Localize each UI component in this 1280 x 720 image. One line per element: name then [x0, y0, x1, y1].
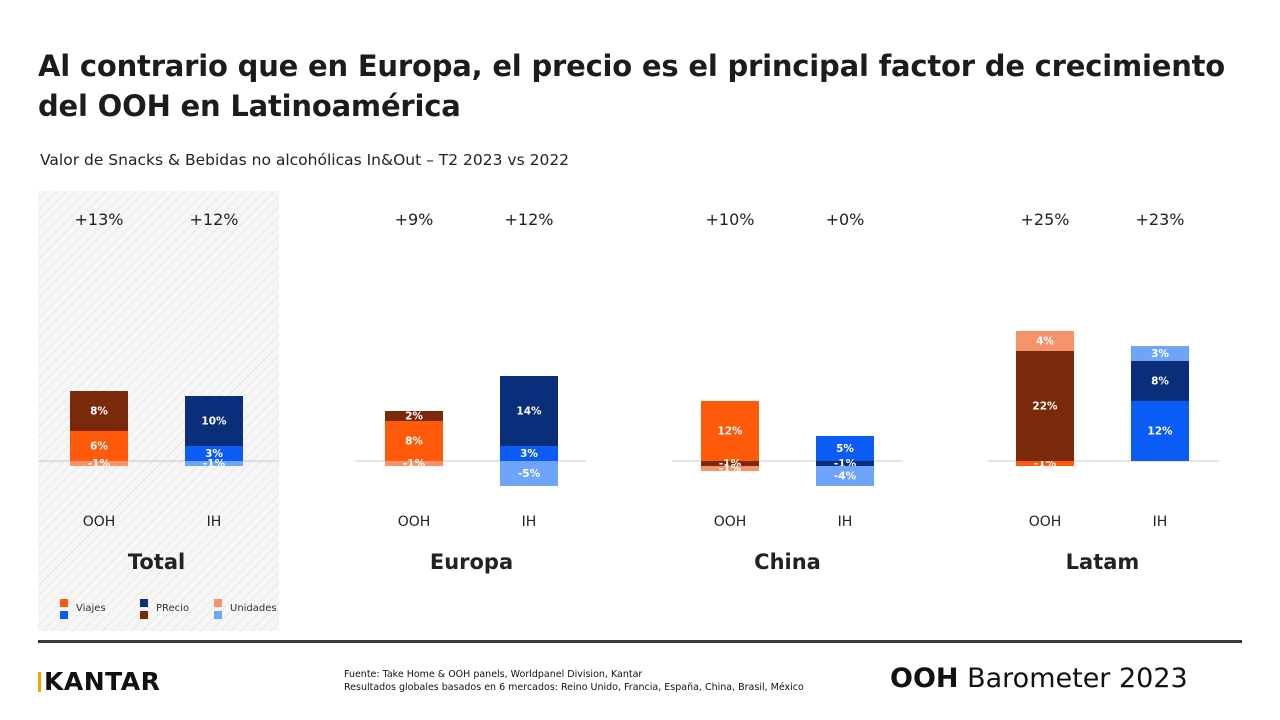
- stacked-bar-chart: 6% 8% -1% OOH 3% 10% -1% IH +13% +12% Total 8% 2% -1%…: [38, 191, 1219, 631]
- bar-segment-europa-ooh-unidades: [385, 461, 443, 466]
- bar-segment-europa-ih-viajes: [500, 446, 558, 461]
- legend-label-precio: PRecio: [156, 603, 189, 614]
- group-name-total: Total: [128, 550, 185, 574]
- bar-segment-china-ih-viajes: [816, 436, 874, 461]
- category-label-china-ih: IH: [838, 514, 853, 530]
- segment-label-europa-ooh-precio: 2%: [405, 411, 423, 423]
- segment-label-europa-ooh-viajes: 8%: [405, 436, 423, 448]
- bar-segment-china-ooh-precio: [701, 461, 759, 466]
- segment-label-china-ih-unidades: -4%: [834, 471, 857, 483]
- kantar-logo: KANTAR: [38, 667, 160, 696]
- segment-label-europa-ih-precio: 14%: [516, 406, 542, 418]
- bar-segment-total-ooh-precio: [70, 391, 128, 431]
- bar-segment-total-ih-precio: [185, 396, 243, 446]
- legend-swatch-unidades-1: [214, 599, 222, 607]
- source-note: Fuente: Take Home & OOH panels, Worldpan…: [344, 668, 804, 694]
- bar-segment-europa-ooh-precio: [385, 411, 443, 421]
- bar-segment-china-ih-precio: [816, 461, 874, 466]
- segment-label-europa-ih-unidades: -5%: [518, 468, 541, 480]
- total-label-china-ih: +0%: [826, 210, 865, 229]
- legend-label-unidades: Unidades: [230, 603, 277, 614]
- category-label-total-ooh: OOH: [83, 514, 116, 530]
- legend-swatch-viajes-2: [60, 611, 68, 619]
- segment-label-latam-ih-viajes: 12%: [1147, 426, 1173, 438]
- legend-swatch-precio-1: [140, 599, 148, 607]
- legend-swatch-unidades-2: [214, 611, 222, 619]
- bar-segment-europa-ih-precio: [500, 376, 558, 446]
- group-name-latam: Latam: [1066, 550, 1140, 574]
- bar-segment-total-ooh-viajes: [70, 431, 128, 461]
- segment-label-total-ooh-precio: 8%: [90, 406, 108, 418]
- category-label-china-ooh: OOH: [714, 514, 747, 530]
- segment-label-china-ooh-unidades: -1%: [719, 463, 742, 475]
- bar-segment-latam-ih-precio: [1131, 361, 1189, 401]
- bar-segment-latam-ooh-precio: [1016, 351, 1074, 461]
- category-label-latam-ih: IH: [1153, 514, 1168, 530]
- total-label-europa-ooh: +9%: [395, 210, 434, 229]
- bar-segment-latam-ih-unidades: [1131, 346, 1189, 361]
- category-label-total-ih: IH: [207, 514, 222, 530]
- source-line-2: Resultados globales basados en 6 mercado…: [344, 682, 804, 693]
- total-label-china-ooh: +10%: [706, 210, 755, 229]
- segment-label-china-ooh-viajes: 12%: [717, 426, 743, 438]
- bar-segment-china-ooh-viajes: [701, 401, 759, 461]
- bar-segment-latam-ooh-viajes: [1016, 461, 1074, 466]
- bar-segment-china-ooh-unidades: [701, 466, 759, 471]
- bar-segment-total-ooh-unidades: [70, 461, 128, 466]
- segment-label-europa-ih-viajes: 3%: [520, 448, 538, 460]
- bar-segment-total-ih-viajes: [185, 446, 243, 461]
- bar-segment-total-ih-unidades: [185, 461, 243, 466]
- total-label-latam-ooh: +25%: [1021, 210, 1070, 229]
- bar-segment-latam-ooh-unidades: [1016, 331, 1074, 351]
- legend-label-viajes: Viajes: [76, 603, 106, 614]
- total-label-europa-ih: +12%: [505, 210, 554, 229]
- bar-segment-china-ih-unidades: [816, 466, 874, 486]
- segment-label-latam-ooh-precio: 22%: [1032, 401, 1058, 413]
- group-name-europa: Europa: [430, 550, 513, 574]
- chart-subtitle: Valor de Snacks & Bebidas no alcohólicas…: [40, 151, 570, 169]
- source-line-1: Fuente: Take Home & OOH panels, Worldpan…: [344, 669, 643, 680]
- segment-label-europa-ooh-unidades: -1%: [403, 458, 426, 470]
- legend-swatch-viajes-1: [60, 599, 68, 607]
- segment-label-latam-ooh-unidades: 4%: [1036, 336, 1054, 348]
- page-title: Al contrario que en Europa, el precio es…: [38, 49, 1226, 123]
- barometer-brand: OOH Barometer 2023: [890, 663, 1188, 694]
- footer-divider: [38, 640, 1242, 643]
- total-label-total-ooh: +13%: [75, 210, 124, 229]
- segment-label-total-ooh-unidades: -1%: [88, 458, 111, 470]
- bar-segment-europa-ih-unidades: [500, 461, 558, 486]
- segment-label-total-ih-unidades: -1%: [203, 458, 226, 470]
- total-label-total-ih: +12%: [190, 210, 239, 229]
- legend-swatch-precio-2: [140, 611, 148, 619]
- category-label-europa-ooh: OOH: [398, 514, 431, 530]
- bar-segment-europa-ooh-viajes: [385, 421, 443, 461]
- category-label-latam-ooh: OOH: [1029, 514, 1062, 530]
- bar-segment-latam-ih-viajes: [1131, 401, 1189, 461]
- segment-label-china-ih-viajes: 5%: [836, 443, 854, 455]
- segment-label-total-ih-viajes: 3%: [205, 448, 223, 460]
- segment-label-latam-ih-precio: 8%: [1151, 376, 1169, 388]
- total-label-latam-ih: +23%: [1136, 210, 1185, 229]
- group-name-china: China: [754, 550, 821, 574]
- category-label-europa-ih: IH: [522, 514, 537, 530]
- segment-label-total-ooh-viajes: 6%: [90, 441, 108, 453]
- segment-label-total-ih-precio: 10%: [201, 416, 227, 428]
- segment-label-latam-ih-unidades: 3%: [1151, 348, 1169, 360]
